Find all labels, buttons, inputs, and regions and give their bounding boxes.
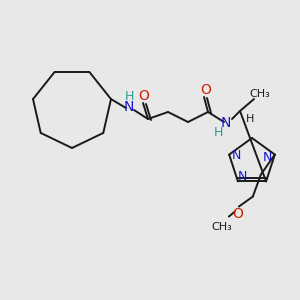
Text: O: O — [201, 83, 212, 97]
Text: H: H — [124, 91, 134, 103]
Text: N: N — [232, 149, 241, 162]
Text: H: H — [213, 125, 223, 139]
Text: CH₃: CH₃ — [250, 89, 270, 99]
Text: N: N — [221, 116, 231, 130]
Text: N: N — [124, 100, 134, 114]
Text: N: N — [238, 170, 248, 183]
Text: O: O — [139, 89, 149, 103]
Text: O: O — [232, 207, 243, 220]
Text: CH₃: CH₃ — [212, 222, 232, 232]
Text: N: N — [263, 151, 272, 164]
Text: H: H — [246, 114, 254, 124]
